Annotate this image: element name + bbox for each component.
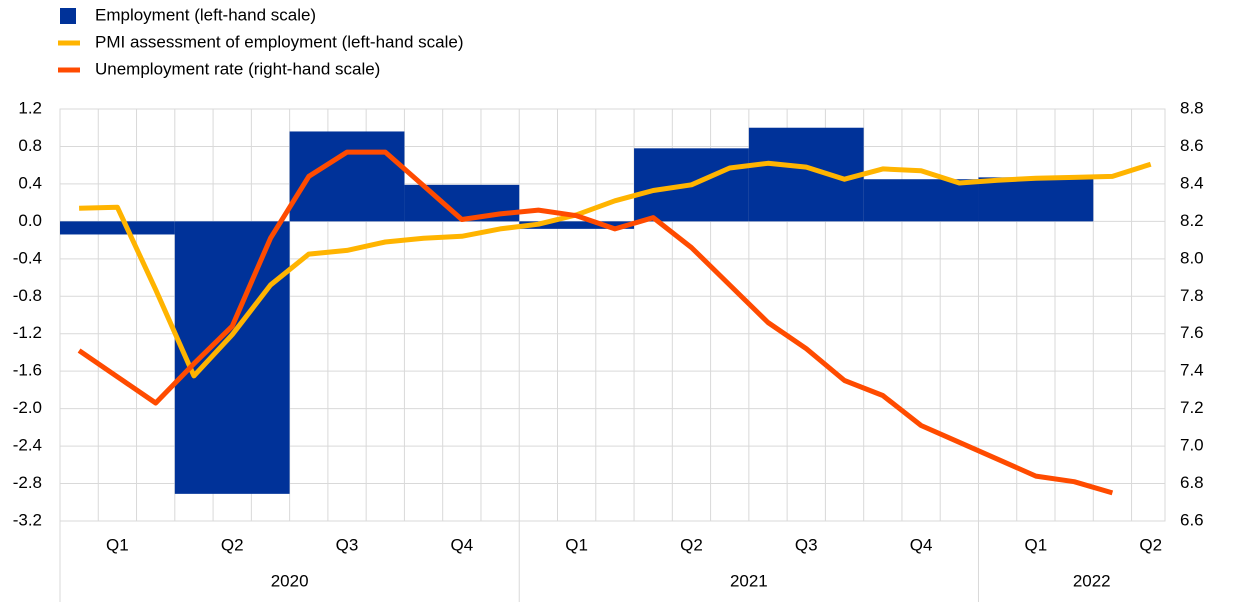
y2-tick-label: 7.0 [1180, 436, 1204, 455]
y2-tick-label: 7.8 [1180, 286, 1204, 305]
legend-swatch [60, 8, 76, 24]
y-tick-label: -2.4 [13, 436, 42, 455]
x-tick-label: Q3 [336, 535, 359, 554]
year-label: 2021 [730, 571, 768, 590]
y2-tick-label: 8.6 [1180, 136, 1204, 155]
y-tick-label: -0.4 [13, 248, 42, 267]
y2-tick-label: 7.2 [1180, 398, 1204, 417]
y2-tick-label: 7.6 [1180, 323, 1204, 342]
bar [519, 221, 635, 229]
x-tick-label: Q3 [795, 535, 818, 554]
legend-label: PMI assessment of employment (left-hand … [95, 32, 463, 51]
legend-label: Unemployment rate (right-hand scale) [95, 59, 380, 78]
line [79, 160, 1152, 379]
bar [978, 177, 1094, 222]
x-tick-label: Q1 [1025, 535, 1048, 554]
x-tick-label: Q1 [106, 535, 129, 554]
y2-tick-label: 8.0 [1180, 248, 1204, 267]
x-tick-label: Q4 [450, 535, 473, 554]
y2-tick-label: 8.8 [1180, 98, 1204, 117]
plot-frame [59, 108, 1166, 522]
year-label: 2020 [271, 571, 309, 590]
bar [863, 179, 979, 222]
y-tick-label: -1.6 [13, 361, 42, 380]
bar [60, 221, 175, 235]
y-tick-label: -0.8 [13, 286, 42, 305]
y-tick-label: -1.2 [13, 323, 42, 342]
x-tick-label: Q2 [1139, 535, 1162, 554]
line [77, 149, 1114, 496]
y2-tick-label: 6.6 [1180, 510, 1204, 529]
y-tick-label: 0.4 [18, 173, 42, 192]
x-tick-label: Q2 [680, 535, 703, 554]
bar [174, 221, 290, 494]
x-tick-label: Q2 [221, 535, 244, 554]
legend-label: Employment (left-hand scale) [95, 5, 316, 24]
y2-tick-label: 8.2 [1180, 211, 1204, 230]
year-label: 2022 [1073, 571, 1111, 590]
y2-tick-label: 6.8 [1180, 473, 1204, 492]
y-tick-label: 0.0 [18, 211, 42, 230]
y-tick-label: -2.0 [13, 398, 42, 417]
y-tick-label: -3.2 [13, 510, 42, 529]
y-tick-label: -2.8 [13, 473, 42, 492]
y-tick-label: 1.2 [18, 98, 42, 117]
y2-tick-label: 8.4 [1180, 173, 1204, 192]
y-tick-label: 0.8 [18, 136, 42, 155]
y2-tick-label: 7.4 [1180, 361, 1204, 380]
x-tick-label: Q4 [910, 535, 933, 554]
x-tick-label: Q1 [565, 535, 588, 554]
bar [748, 127, 864, 222]
